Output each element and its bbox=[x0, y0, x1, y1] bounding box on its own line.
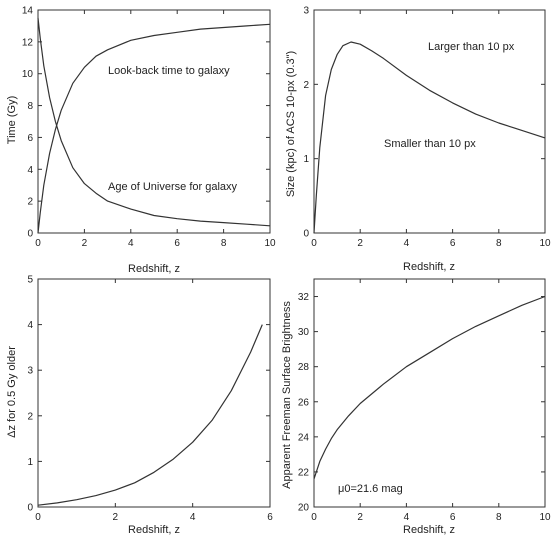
x-tick-label: 6 bbox=[450, 238, 456, 249]
annotation-larger-than-10px: Larger than 10 px bbox=[428, 41, 515, 53]
panel-surface-brightness-vs-redshift: Redshift, z Apparent Freeman Surface Bri… bbox=[281, 278, 551, 536]
panel-4-xlabel: Redshift, z bbox=[403, 524, 455, 536]
y-tick-label: 28 bbox=[298, 362, 310, 373]
panel-2-ylabel: Size (kpc) of ACS 10-px (0.3") bbox=[285, 51, 297, 197]
panel-3-ylabel: Δz for 0.5 Gy older bbox=[6, 346, 18, 438]
x-tick-label: 2 bbox=[357, 512, 363, 523]
x-tick-label: 10 bbox=[264, 238, 276, 249]
panel-size-vs-redshift: Redshift, z Size (kpc) of ACS 10-px (0.3… bbox=[285, 6, 551, 274]
series-line-3-1 bbox=[37, 324, 263, 506]
series-line-1-1 bbox=[37, 23, 271, 234]
y-tick-label: 3 bbox=[303, 6, 309, 17]
y-tick-label: 4 bbox=[27, 165, 33, 176]
panel-1-ylabel: Time (Gy) bbox=[6, 96, 18, 144]
x-tick-label: 8 bbox=[221, 238, 227, 249]
series-line-4-1 bbox=[313, 295, 546, 480]
x-tick-label: 10 bbox=[539, 512, 551, 523]
y-tick-label: 22 bbox=[298, 467, 310, 478]
series-line-2-1 bbox=[313, 41, 546, 234]
x-tick-label: 10 bbox=[539, 238, 551, 249]
x-tick-label: 4 bbox=[404, 512, 410, 523]
x-tick-label: 4 bbox=[190, 512, 196, 523]
panel-2-xlabel: Redshift, z bbox=[403, 261, 455, 273]
plot-frame-4 bbox=[313, 278, 546, 508]
y-tick-label: 32 bbox=[298, 292, 310, 303]
y-tick-label: 0 bbox=[27, 503, 33, 514]
plot-frame-3 bbox=[37, 278, 271, 508]
y-tick-label: 1 bbox=[27, 457, 33, 468]
y-tick-label: 12 bbox=[22, 37, 34, 48]
panel-3-xlabel: Redshift, z bbox=[128, 524, 180, 536]
annotation-age-of-universe: Age of Universe for galaxy bbox=[108, 181, 238, 193]
y-tick-label: 6 bbox=[27, 133, 33, 144]
y-tick-label: 10 bbox=[22, 69, 34, 80]
x-tick-label: 6 bbox=[174, 238, 180, 249]
y-tick-label: 0 bbox=[303, 229, 309, 240]
x-tick-label: 8 bbox=[496, 238, 502, 249]
y-tick-label: 4 bbox=[27, 320, 33, 331]
panel-delta-z-vs-redshift: Redshift, z Δz for 0.5 Gy older 0 2 4 6 0 1 2 3… bbox=[6, 275, 273, 537]
y-tick-label: 20 bbox=[298, 503, 310, 514]
panel-4-ylabel: Apparent Freeman Surface Brightness bbox=[281, 301, 293, 489]
annotation-mu0: μ0=21.6 mag bbox=[338, 483, 403, 495]
y-tick-label: 2 bbox=[27, 197, 33, 208]
plot-frame-1 bbox=[37, 9, 271, 234]
x-tick-label: 8 bbox=[496, 512, 502, 523]
panel-1-xlabel: Redshift, z bbox=[128, 263, 180, 275]
y-tick-label: 0 bbox=[27, 229, 33, 240]
y-tick-label: 2 bbox=[27, 411, 33, 422]
x-tick-label: 2 bbox=[113, 512, 119, 523]
x-tick-label: 6 bbox=[450, 512, 456, 523]
y-tick-label: 30 bbox=[298, 327, 310, 338]
annotation-smaller-than-10px: Smaller than 10 px bbox=[384, 138, 476, 150]
x-tick-label: 2 bbox=[357, 238, 363, 249]
annotation-lookback-time: Look-back time to galaxy bbox=[108, 65, 230, 77]
y-tick-label: 5 bbox=[27, 275, 33, 286]
y-tick-label: 3 bbox=[27, 366, 33, 377]
y-tick-label: 1 bbox=[303, 154, 309, 165]
series-line-1-2 bbox=[37, 17, 271, 227]
y-tick-label: 14 bbox=[22, 6, 34, 17]
x-tick-label: 6 bbox=[267, 512, 273, 523]
x-tick-label: 0 bbox=[311, 238, 317, 249]
y-tick-label: 2 bbox=[303, 80, 309, 91]
x-tick-label: 4 bbox=[404, 238, 410, 249]
x-tick-label: 0 bbox=[35, 238, 41, 249]
plot-frame-2 bbox=[313, 9, 546, 234]
x-tick-label: 0 bbox=[311, 512, 317, 523]
x-tick-label: 0 bbox=[35, 512, 41, 523]
x-tick-label: 4 bbox=[128, 238, 134, 249]
y-tick-label: 8 bbox=[27, 101, 33, 112]
y-tick-label: 24 bbox=[298, 432, 310, 443]
y-tick-label: 26 bbox=[298, 397, 310, 408]
x-tick-label: 2 bbox=[82, 238, 88, 249]
panel-time-vs-redshift: Redshift, z Time (Gy) Look-back time to … bbox=[6, 6, 276, 276]
